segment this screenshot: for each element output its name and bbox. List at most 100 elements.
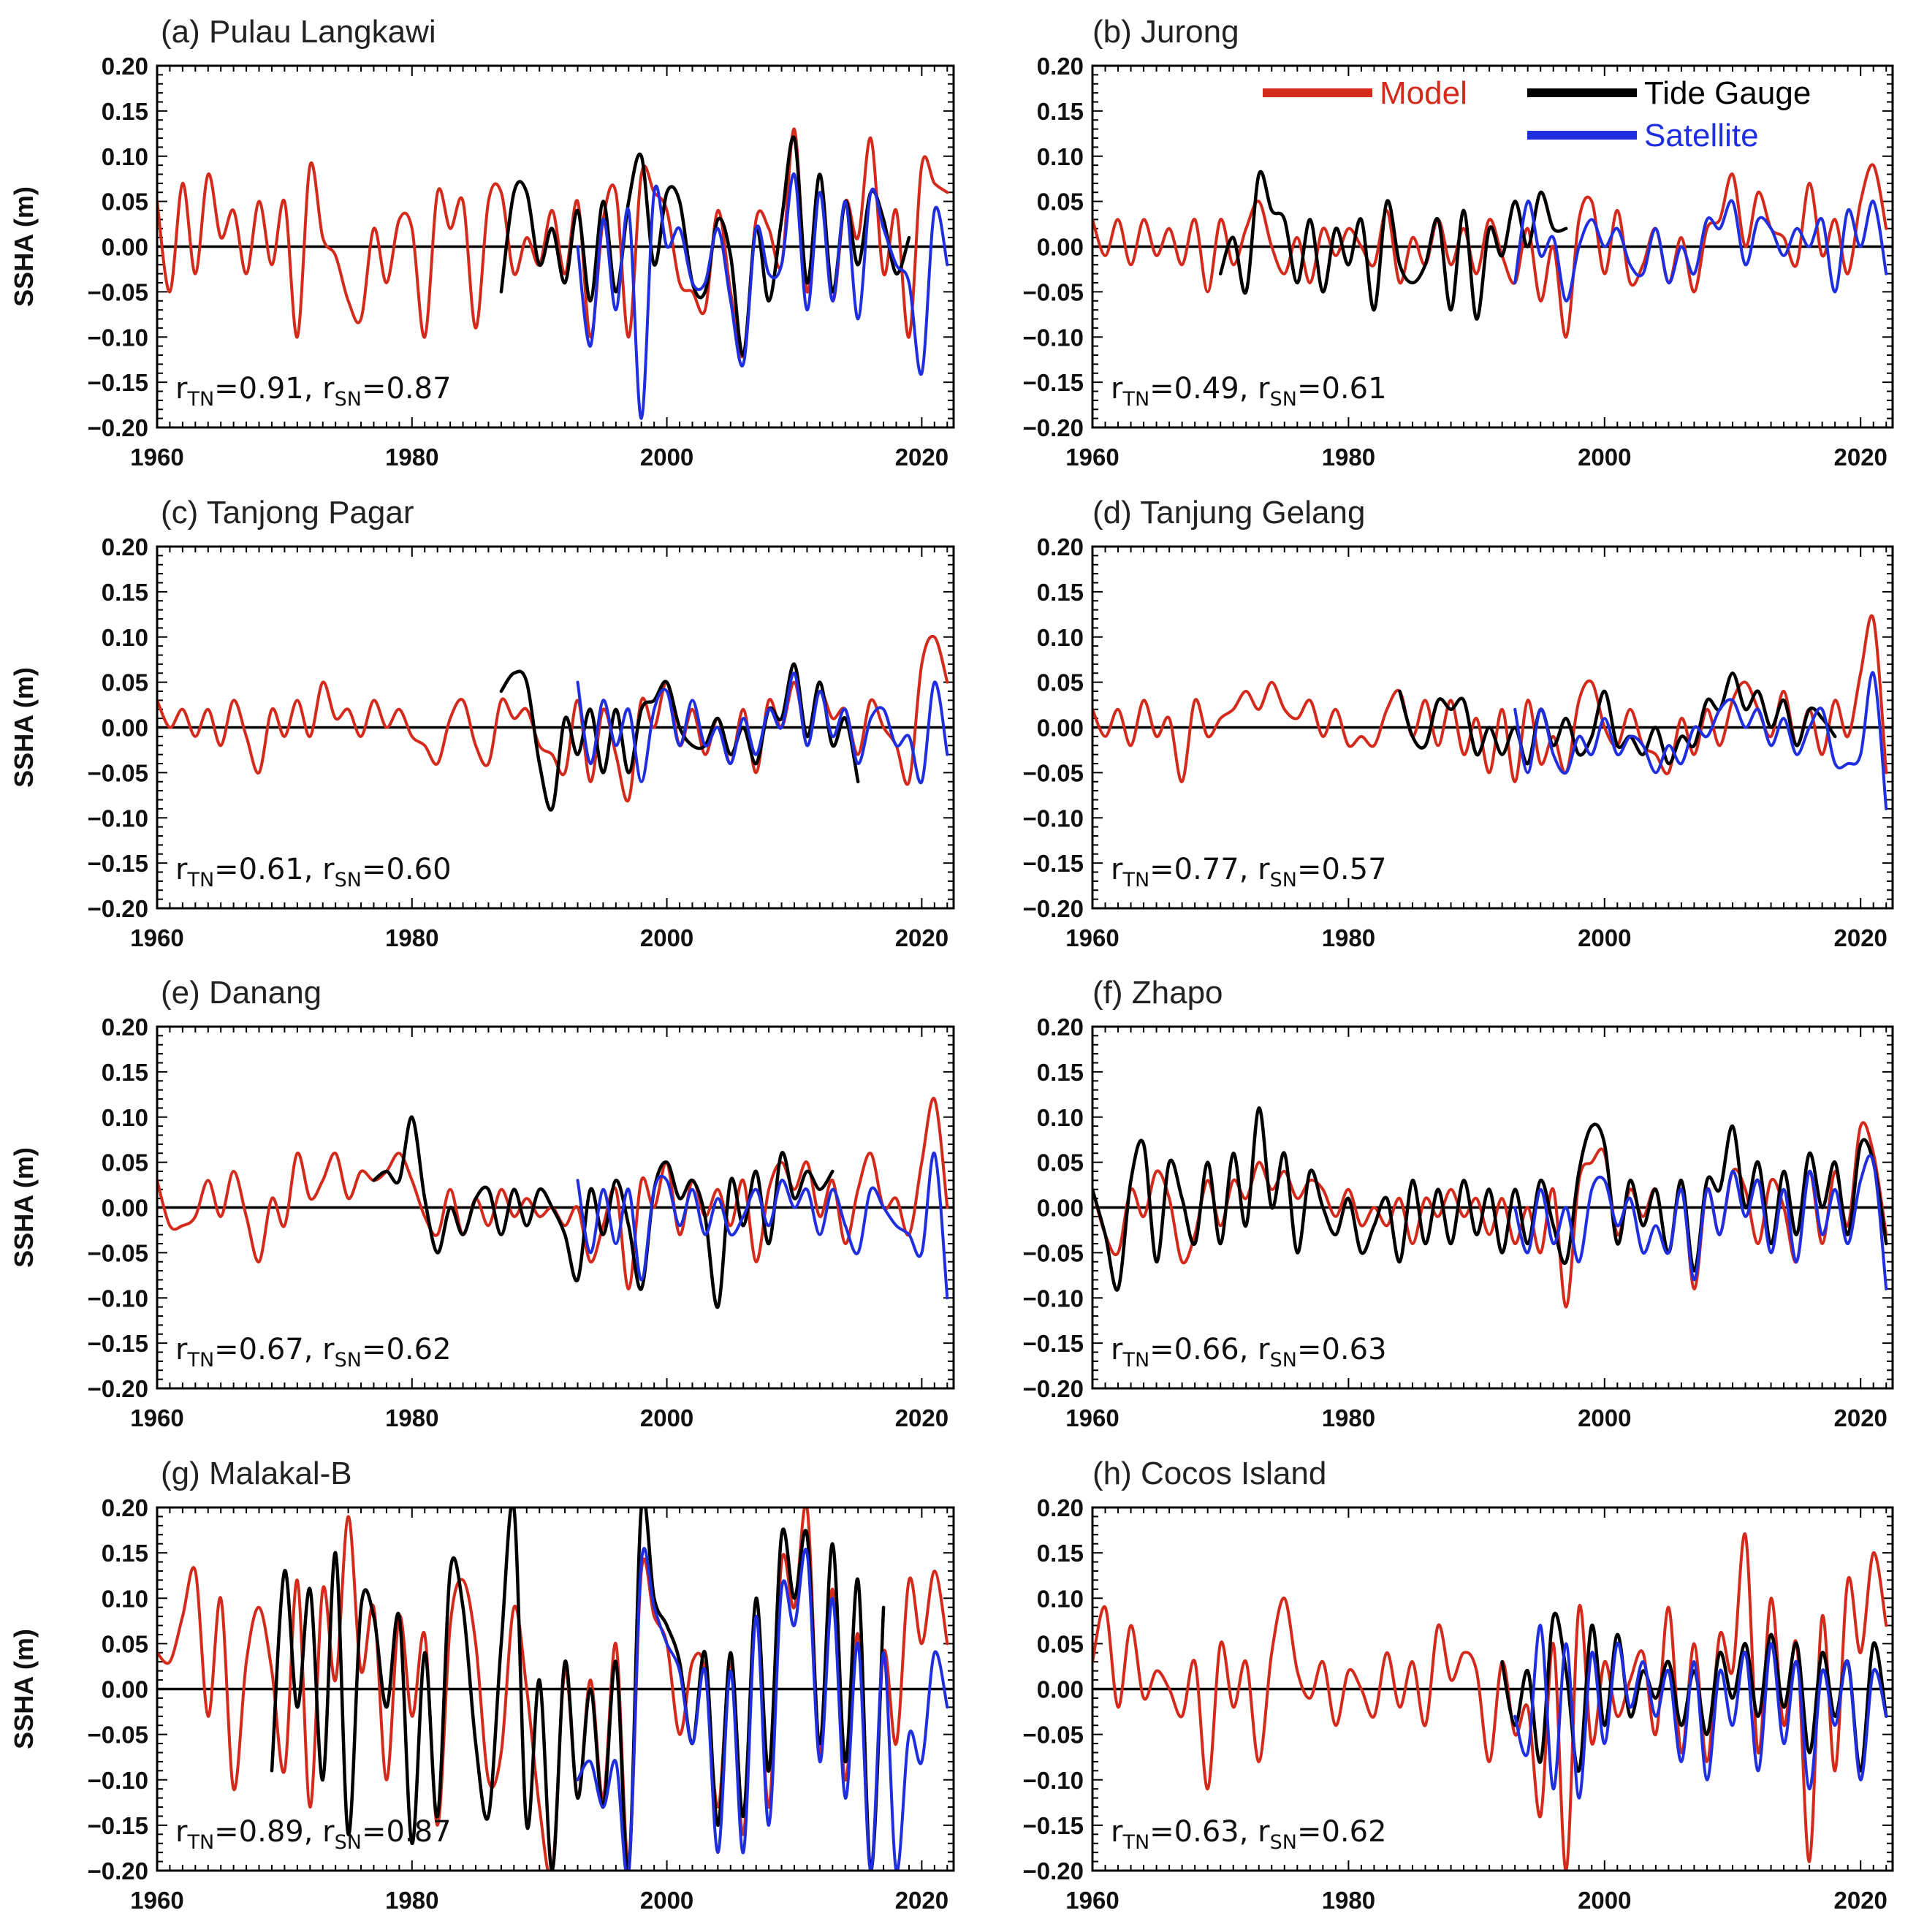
y-tick-label: −0.10 [88, 805, 149, 832]
correlation-annotation: rTN=0.61, rSN=0.60 [175, 853, 452, 891]
x-tick-label: 2000 [640, 1404, 693, 1431]
x-tick-label: 1960 [130, 1404, 183, 1431]
y-tick-label: −0.10 [1023, 324, 1084, 351]
y-tick-label: 0.15 [1037, 98, 1084, 125]
x-tick-label: 2000 [1578, 1404, 1631, 1431]
x-tick-label: 2020 [895, 1404, 949, 1431]
series-line-model [1092, 1532, 1888, 1871]
corr-subscript: SN [1270, 869, 1297, 891]
corr-subscript: TN [186, 1831, 214, 1854]
y-tick-label: −0.15 [88, 1812, 149, 1839]
x-tick-label: 2000 [640, 924, 693, 951]
series-line-tide-gauge [1092, 1106, 1888, 1292]
series-line-satellite [1513, 1154, 1888, 1290]
legend-tide-label: Tide Gauge [1644, 75, 1811, 111]
y-tick-label: −0.05 [88, 1722, 149, 1749]
y-tick-label: 0.05 [1037, 1149, 1084, 1176]
plot-frame [156, 545, 955, 910]
x-tick-label: 2000 [1578, 444, 1631, 471]
x-tick-label: 2000 [1578, 924, 1631, 951]
correlation-annotation: rTN=0.63, rSN=0.62 [1111, 1815, 1387, 1854]
series-line-satellite [576, 1547, 949, 1871]
correlation-annotation: rTN=0.66, rSN=0.63 [1111, 1333, 1387, 1372]
y-tick-label: 0.20 [1037, 53, 1084, 80]
y-tick-label: 0.00 [1037, 1676, 1084, 1703]
series-line-satellite [1513, 1624, 1888, 1800]
y-tick-label: 0.05 [1037, 189, 1084, 216]
y-tick-label: −0.05 [88, 759, 149, 786]
y-tick-label: 0.00 [102, 715, 148, 742]
panel-b: (b) Jurong 0.20 0.15 0.10 0.05 0.00 −0.05 −0.10… [1023, 14, 1894, 471]
x-tick-label: 2000 [1578, 1887, 1631, 1914]
corr-subscript: TN [1122, 1831, 1149, 1854]
x-tick-label: 1980 [385, 444, 438, 471]
y-tick-label: −0.10 [88, 1767, 149, 1794]
corr-text: r [1111, 372, 1123, 406]
y-tick-label: 0.20 [1037, 1494, 1084, 1521]
y-tick-label: 0.05 [102, 669, 148, 696]
corr-subscript: SN [1270, 388, 1297, 411]
y-tick-label: 0.20 [1037, 533, 1084, 560]
corr-text: r [175, 1333, 188, 1366]
y-tick-label: −0.05 [1023, 1722, 1084, 1749]
corr-text: r [1111, 1815, 1123, 1849]
y-tick-label: 0.20 [102, 533, 148, 560]
corr-text: =0.57 [1297, 853, 1387, 886]
x-tick-label: 1960 [1065, 444, 1119, 471]
series-line-model [157, 1096, 949, 1290]
y-tick-label: 0.05 [102, 1149, 148, 1176]
x-tick-label: 2020 [1833, 1887, 1887, 1914]
series-group [1092, 1106, 1888, 1309]
y-tick-label: −0.20 [1023, 895, 1084, 922]
panel-c: (c) Tanjong Pagar SSHA (m) 0.20 0.15 0.10 0.0… [9, 495, 955, 951]
y-tick-label: 0.10 [1037, 1585, 1084, 1612]
y-tick-label: 0.15 [1037, 1059, 1084, 1086]
panels-group: (a) Pulau Langkawi SSHA (m) 0.20 0.15 0.10 0.… [9, 14, 1894, 1914]
corr-subscript: TN [186, 388, 214, 411]
y-tick-label: 0.00 [102, 1195, 148, 1222]
y-tick-label: −0.20 [1023, 1375, 1084, 1402]
y-tick-label: −0.15 [1023, 1812, 1084, 1839]
panel-g: (g) Malakal-B SSHA (m) 0.20 0.15 0.10 0.05 0.0… [9, 1456, 955, 1914]
series-line-model [1092, 614, 1888, 783]
y-tick-label: 0.05 [1037, 669, 1084, 696]
y-tick-label: 0.00 [1037, 1195, 1084, 1222]
plot-frame [1091, 1506, 1894, 1872]
y-tick-label: −0.20 [88, 1857, 149, 1885]
corr-text: r [1111, 1333, 1123, 1366]
y-tick-label: −0.10 [88, 1285, 149, 1312]
corr-text: =0.77, r [1149, 853, 1270, 886]
x-tick-label: 1980 [1322, 444, 1375, 471]
x-tick-label: 2000 [640, 444, 693, 471]
series-line-model [1092, 1121, 1888, 1309]
y-tick-label: −0.20 [88, 1375, 149, 1402]
corr-subscript: SN [1270, 1349, 1297, 1372]
series-group [1092, 614, 1888, 810]
panel-a: (a) Pulau Langkawi SSHA (m) 0.20 0.15 0.10 0.… [9, 14, 955, 471]
y-tick-label: 0.05 [1037, 1630, 1084, 1657]
y-tick-label: 0.10 [1037, 624, 1084, 651]
y-tick-label: 0.05 [102, 189, 148, 216]
corr-text: =0.67, r [214, 1333, 335, 1366]
y-tick-label: 0.15 [1037, 579, 1084, 606]
corr-text: r [1111, 853, 1123, 886]
y-tick-label: −0.15 [1023, 369, 1084, 396]
corr-subscript: TN [1122, 388, 1149, 411]
y-tick-label: 0.15 [102, 98, 148, 125]
corr-text: =0.62 [362, 1333, 452, 1366]
correlation-annotation: rTN=0.89, rSN=0.87 [175, 1815, 452, 1854]
y-tick-label: 0.00 [102, 234, 148, 261]
x-tick-label: 1960 [1065, 1887, 1119, 1914]
panel-d: (d) Tanjung Gelang 0.20 0.15 0.10 0.05 0.00 −0… [1023, 495, 1894, 951]
corr-text: =0.61, r [214, 853, 335, 886]
y-tick-label: 0.05 [102, 1630, 148, 1657]
series-group [157, 1507, 949, 1871]
y-tick-label: −0.20 [1023, 1857, 1084, 1885]
corr-subscript: SN [1270, 1831, 1297, 1854]
x-tick-label: 1980 [1322, 1887, 1375, 1914]
legend: Model Tide Gauge Satellite [1263, 75, 1811, 153]
correlation-annotation: rTN=0.77, rSN=0.57 [1111, 853, 1387, 891]
x-tick-label: 2020 [895, 444, 949, 471]
correlation-annotation: rTN=0.49, rSN=0.61 [1111, 372, 1387, 411]
corr-text: =0.87 [362, 1815, 452, 1849]
